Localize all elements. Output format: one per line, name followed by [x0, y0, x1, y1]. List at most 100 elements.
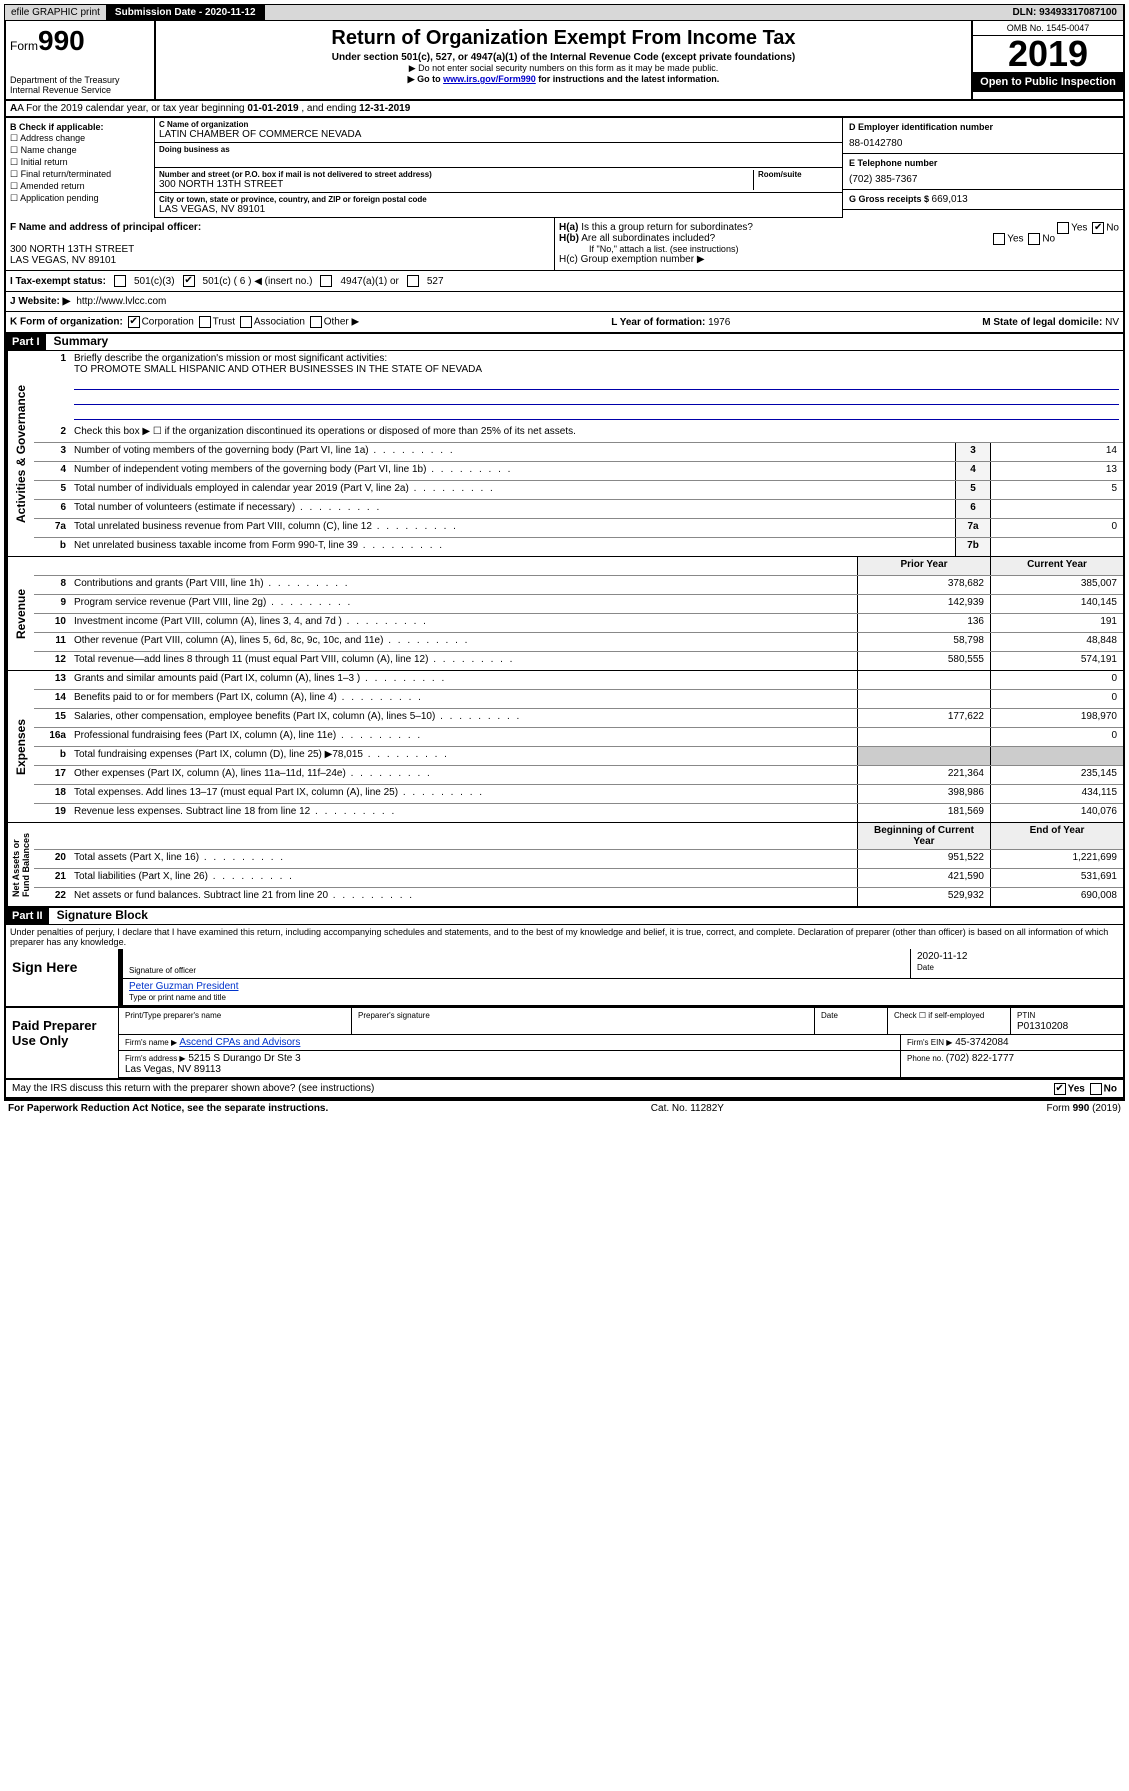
instructions-link[interactable]: www.irs.gov/Form990: [443, 74, 536, 84]
h-b-note: If "No," attach a list. (see instruction…: [559, 244, 1119, 254]
mission-text: TO PROMOTE SMALL HISPANIC AND OTHER BUSI…: [74, 364, 482, 375]
ein-label: D Employer identification number: [849, 122, 1117, 132]
top-bar: efile GRAPHIC print Submission Date - 20…: [4, 4, 1125, 21]
chk-trust[interactable]: [199, 316, 211, 328]
dept-treasury: Department of the Treasury Internal Reve…: [10, 75, 150, 95]
city-state-zip: LAS VEGAS, NV 89101: [159, 204, 838, 215]
table-row: 16aProfessional fundraising fees (Part I…: [34, 728, 1123, 747]
street-address: 300 NORTH 13TH STREET: [159, 179, 753, 190]
chk-amended[interactable]: ☐ Amended return: [10, 181, 150, 192]
table-row: 19Revenue less expenses. Subtract line 1…: [34, 804, 1123, 822]
col-d-ein-phone: D Employer identification number 88-0142…: [842, 118, 1123, 218]
ha-yes[interactable]: [1057, 222, 1069, 234]
row-i-tax-status: I Tax-exempt status: 501(c)(3) 501(c) ( …: [4, 271, 1125, 292]
table-row: 5Total number of individuals employed in…: [34, 481, 1123, 500]
discuss-yes[interactable]: [1054, 1083, 1066, 1095]
website-url[interactable]: http://www.lvlcc.com: [76, 296, 166, 307]
officer-addr1: 300 NORTH 13TH STREET: [10, 244, 134, 255]
chk-other[interactable]: [310, 316, 322, 328]
discuss-row: May the IRS discuss this return with the…: [4, 1080, 1125, 1099]
table-row: 17Other expenses (Part IX, column (A), l…: [34, 766, 1123, 785]
chk-final-return[interactable]: ☐ Final return/terminated: [10, 169, 150, 180]
gross-receipts: 669,013: [932, 194, 968, 205]
line-2-discontinued: Check this box ▶ ☐ if the organization d…: [70, 424, 1123, 442]
perjury-declaration: Under penalties of perjury, I declare th…: [4, 925, 1125, 949]
org-name-label: C Name of organization: [159, 120, 838, 129]
table-row: 21Total liabilities (Part X, line 26)421…: [34, 869, 1123, 888]
hb-yes[interactable]: [993, 233, 1005, 245]
identity-grid: B Check if applicable: ☐ Address change …: [4, 118, 1125, 218]
col-c-name-address: C Name of organization LATIN CHAMBER OF …: [155, 118, 842, 218]
tax-year: 2019: [973, 36, 1123, 72]
table-row: 4Number of independent voting members of…: [34, 462, 1123, 481]
chk-501c3[interactable]: [114, 275, 126, 287]
state-domicile: NV: [1105, 317, 1119, 328]
sign-here-block: Sign Here Signature of officer 2020-11-1…: [4, 949, 1125, 1008]
submission-date[interactable]: Submission Date - 2020-11-12: [107, 5, 265, 20]
gross-receipts-label: G Gross receipts $: [849, 194, 932, 204]
table-row: bNet unrelated business taxable income f…: [34, 538, 1123, 556]
section-net-assets: Net Assets or Fund Balances Beginning of…: [4, 823, 1125, 908]
chk-association[interactable]: [240, 316, 252, 328]
table-row: 8Contributions and grants (Part VIII, li…: [34, 576, 1123, 595]
form-header: Form990 Department of the Treasury Inter…: [4, 21, 1125, 101]
dln: DLN: 93493317087100: [1006, 5, 1124, 20]
table-row: 6Total number of volunteers (estimate if…: [34, 500, 1123, 519]
chk-application-pending[interactable]: ☐ Application pending: [10, 193, 150, 204]
room-label: Room/suite: [758, 170, 838, 179]
h-c: H(c) Group exemption number ▶: [559, 254, 1119, 265]
page-footer: For Paperwork Reduction Act Notice, see …: [4, 1099, 1125, 1116]
firm-name-link[interactable]: Ascend CPAs and Advisors: [179, 1037, 300, 1048]
principal-officer-label: F Name and address of principal officer:: [10, 222, 201, 233]
chk-initial-return[interactable]: ☐ Initial return: [10, 157, 150, 168]
chk-4947[interactable]: [320, 275, 332, 287]
telephone-label: E Telephone number: [849, 158, 1117, 168]
ha-no[interactable]: [1092, 222, 1104, 234]
vlabel-revenue: Revenue: [6, 557, 34, 670]
vlabel-governance: Activities & Governance: [6, 351, 34, 556]
city-label: City or town, state or province, country…: [159, 195, 838, 204]
ein-value: 88-0142780: [849, 138, 1117, 149]
chk-address-change[interactable]: ☐ Address change: [10, 133, 150, 144]
chk-527[interactable]: [407, 275, 419, 287]
chk-corporation[interactable]: [128, 316, 140, 328]
table-row: 14Benefits paid to or for members (Part …: [34, 690, 1123, 709]
ssn-warning: ▶ Do not enter social security numbers o…: [160, 63, 967, 74]
netassets-header-row: Beginning of Current Year End of Year: [34, 823, 1123, 850]
dba-label: Doing business as: [159, 145, 838, 154]
mission-label: Briefly describe the organization's miss…: [74, 353, 387, 364]
org-name: LATIN CHAMBER OF COMMERCE NEVADA: [159, 129, 838, 140]
chk-name-change[interactable]: ☐ Name change: [10, 145, 150, 156]
year-formation: 1976: [708, 317, 730, 328]
open-to-public: Open to Public Inspection: [973, 72, 1123, 92]
table-row: bTotal fundraising expenses (Part IX, co…: [34, 747, 1123, 766]
row-f-h: F Name and address of principal officer:…: [4, 218, 1125, 271]
sig-officer-label: Signature of officer: [129, 966, 196, 975]
instructions-link-row: ▶ Go to www.irs.gov/Form990 for instruct…: [160, 74, 967, 85]
part-i-header: Part ISummary: [4, 334, 1125, 351]
table-row: 10Investment income (Part VIII, column (…: [34, 614, 1123, 633]
sig-date: 2020-11-12: [917, 951, 967, 962]
table-row: 12Total revenue—add lines 8 through 11 (…: [34, 652, 1123, 670]
chk-501c[interactable]: [183, 275, 195, 287]
firm-phone: (702) 822-1777: [946, 1053, 1014, 1064]
table-row: 15Salaries, other compensation, employee…: [34, 709, 1123, 728]
street-label: Number and street (or P.O. box if mail i…: [159, 170, 753, 179]
efile-label[interactable]: efile GRAPHIC print: [5, 5, 107, 20]
paid-preparer-block: Paid Preparer Use Only Print/Type prepar…: [4, 1008, 1125, 1080]
col-b-checkboxes: B Check if applicable: ☐ Address change …: [6, 118, 155, 218]
revenue-header-row: Prior Year Current Year: [34, 557, 1123, 576]
table-row: 11Other revenue (Part VIII, column (A), …: [34, 633, 1123, 652]
officer-name-link[interactable]: Peter Guzman President: [129, 981, 239, 992]
discuss-no[interactable]: [1090, 1083, 1102, 1095]
vlabel-net-assets: Net Assets or Fund Balances: [6, 823, 34, 906]
table-row: 9Program service revenue (Part VIII, lin…: [34, 595, 1123, 614]
section-revenue: Revenue Prior Year Current Year 8Contrib…: [4, 557, 1125, 671]
row-k-org-form: K Form of organization: Corporation Trus…: [4, 312, 1125, 334]
hb-no[interactable]: [1028, 233, 1040, 245]
ptin: P01310208: [1017, 1021, 1068, 1032]
h-b: H(b) Are all subordinates included? Yes …: [559, 233, 1119, 244]
firm-ein: 45-3742084: [955, 1037, 1008, 1048]
h-a: H(a) Is this a group return for subordin…: [559, 222, 1119, 233]
table-row: 18Total expenses. Add lines 13–17 (must …: [34, 785, 1123, 804]
